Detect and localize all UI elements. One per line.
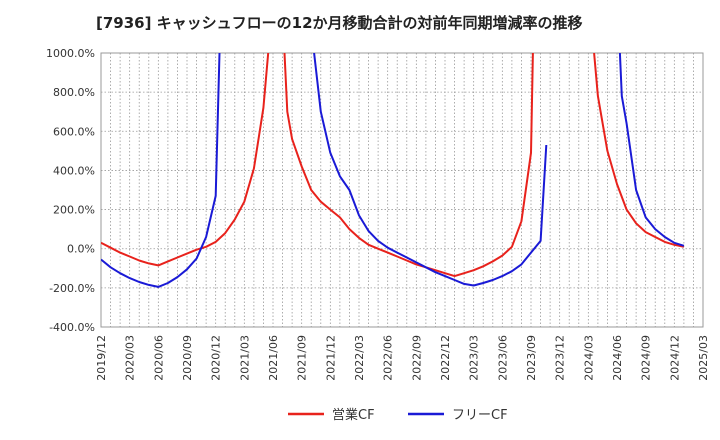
x-tick-label: 2023/12 [554, 335, 567, 381]
x-tick-label: 2020/09 [181, 335, 194, 381]
y-tick-label: 600.0% [53, 125, 95, 138]
x-tick-label: 2025/03 [697, 335, 710, 381]
chart-title: [7936] キャッシュフローの12か月移動合計の対前年同期増減率の推移 [96, 14, 583, 32]
y-tick-label: 400.0% [53, 164, 95, 177]
y-tick-label: -200.0% [49, 282, 95, 295]
y-tick-label: 1000.0% [46, 47, 95, 60]
x-tick-label: 2021/06 [267, 335, 280, 381]
x-tick-label: 2024/09 [640, 335, 653, 381]
x-tick-label: 2020/12 [210, 335, 223, 381]
legend-label-1: 営業CF [332, 407, 375, 423]
x-tick-label: 2024/03 [582, 335, 595, 381]
x-tick-label: 2024/12 [668, 335, 681, 381]
y-tick-label: -400.0% [49, 321, 95, 334]
x-tick-label: 2023/06 [496, 335, 509, 381]
x-tick-label: 2022/06 [382, 335, 395, 381]
x-tick-label: 2021/03 [238, 335, 251, 381]
x-tick-label: 2024/06 [611, 335, 624, 381]
x-tick-label: 2021/09 [296, 335, 309, 381]
y-tick-label: 0.0% [67, 243, 95, 256]
x-tick-label: 2021/12 [324, 335, 337, 381]
series-line-1 [101, 53, 685, 278]
y-tick-label: 800.0% [53, 86, 95, 99]
y-tick-label: 200.0% [53, 204, 95, 217]
x-tick-label: 2022/03 [353, 335, 366, 381]
x-tick-label: 2020/06 [152, 335, 165, 381]
x-tick-label: 2023/09 [525, 335, 538, 381]
x-tick-label: 2019/12 [95, 335, 108, 381]
x-tick-label: 2022/09 [410, 335, 423, 381]
plot-area [100, 52, 704, 328]
series-line-2 [101, 53, 685, 288]
legend-label-2: フリーCF [452, 408, 508, 423]
x-tick-label: 2020/03 [124, 335, 137, 381]
x-tick-label: 2022/12 [439, 335, 452, 381]
x-tick-label: 2023/03 [468, 335, 481, 381]
